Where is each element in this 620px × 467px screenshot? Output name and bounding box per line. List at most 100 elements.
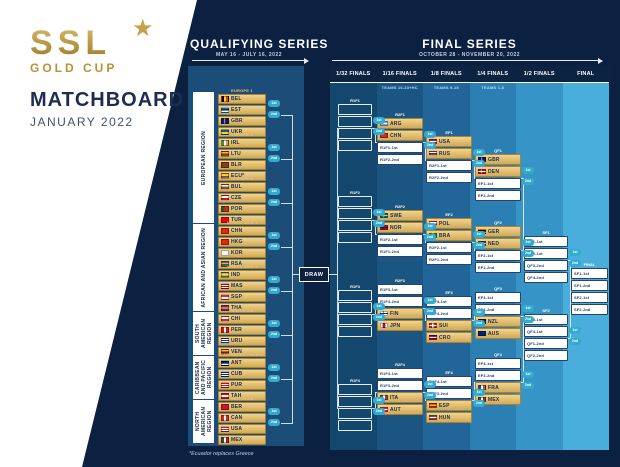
flag-icon	[221, 316, 229, 322]
connector-line	[473, 315, 475, 321]
match-box: QF2 GER NED EF2-1st EF1-2nd	[475, 220, 521, 274]
team-code: BUL	[231, 184, 242, 190]
team-code: ITA	[390, 394, 399, 401]
team-row: ESP	[426, 400, 472, 411]
qualifier-slot-text: R2F2-1st	[429, 245, 447, 250]
team-row: KOR	[218, 248, 266, 258]
team-row: GBR	[218, 116, 266, 126]
connector-line	[281, 291, 292, 292]
team-row: POR	[218, 204, 266, 214]
flag-icon	[429, 322, 437, 329]
region-label: CARIBBEAN AND PACIFIC REGION	[193, 356, 214, 399]
group-label: AFRICA ASIA 1	[226, 220, 258, 225]
empty-slot	[338, 326, 372, 337]
connector-line	[522, 315, 524, 383]
qualifier-slot-text: R2F4-1st	[429, 379, 447, 384]
advance-pill: 1st	[268, 232, 280, 239]
advance-pill: 2nd	[473, 320, 485, 327]
flag-icon	[221, 393, 229, 399]
flag-icon	[478, 168, 486, 175]
qualifier-slot-text: SF1-2nd	[574, 283, 591, 288]
team-code: KOR	[231, 250, 243, 256]
flag-icon	[221, 415, 229, 421]
empty-slot	[338, 140, 372, 151]
team-row: SUI	[426, 320, 472, 331]
match-box-label: EF3	[445, 290, 453, 295]
match-box-label: SF1	[542, 230, 550, 235]
flag-icon	[221, 283, 229, 289]
team-row: FIN	[377, 308, 423, 319]
team-row: CAN	[218, 413, 266, 423]
match-box-label: QF1	[494, 148, 502, 153]
qualifier-slot: EF2-2nd	[475, 190, 521, 201]
connector-line	[281, 335, 292, 336]
match-box-label: EF1	[445, 130, 453, 135]
connector-line	[374, 141, 377, 143]
flag-icon	[478, 330, 486, 337]
connector-line	[374, 307, 376, 315]
match-box: SF2 QF3-1st QF4-1st QF1-2nd QF2-2nd	[524, 308, 568, 362]
qualifier-slot: EF3-1st	[475, 292, 521, 303]
qualifier-slot: QF2-2nd	[524, 350, 568, 361]
advance-pill: 2nd	[373, 408, 385, 415]
qualifier-slot-text: R1F2-1st	[380, 237, 398, 242]
team-code: AUT	[390, 406, 401, 413]
final-series-header: FINAL SERIES OCTOBER 28 - NOVEMBER 20, 2…	[330, 37, 609, 58]
connector-line	[423, 141, 425, 143]
qualifying-group: EUROPE 2 IRL LTU BLR ECU*	[218, 132, 266, 182]
team-code: ARG	[390, 120, 402, 127]
qualifier-slot: R1F1-1st	[377, 142, 423, 153]
qualifier-slot-text: EF1-2nd	[478, 265, 495, 270]
connector-line	[337, 127, 338, 409]
qualifying-group: AFRICA ASIA 1 CHN HKG KOR RSA	[218, 220, 266, 270]
team-code: JPN	[390, 322, 401, 329]
team-code: BLR	[231, 162, 242, 168]
advance-pill: 1st	[522, 167, 534, 174]
team-row: JPN	[377, 320, 423, 331]
match-box: R2F1 ARG CHN R1F1-1st R1F2-2nd	[377, 112, 423, 166]
advance-pill: 1st	[373, 209, 385, 216]
advance-pill: 2nd	[424, 392, 436, 399]
advance-pill: 2nd	[268, 243, 280, 250]
team-code: CZE	[231, 195, 242, 201]
flag-icon	[221, 217, 229, 223]
team-code: GBR	[231, 118, 243, 124]
connector-line	[281, 247, 292, 248]
qualifying-group: EUROPE 3 BUL CZE POR TUR	[218, 176, 266, 226]
connector-line	[374, 391, 377, 393]
qualifier-slot-text: EF4-1st	[478, 361, 494, 366]
flag-icon	[221, 162, 229, 168]
qualifier-slot: QF1-2nd	[524, 338, 568, 349]
team-code: POL	[439, 220, 450, 227]
team-code: IRL	[231, 140, 240, 146]
advance-pill: 2nd	[373, 128, 385, 135]
connector-line	[424, 159, 426, 161]
region-label-text: NORTH AMERICAN REGION	[194, 406, 213, 437]
team-code: CHN	[390, 132, 402, 139]
flag-icon	[221, 151, 229, 157]
team-code: CAN	[231, 415, 243, 421]
team-code: VEN	[231, 349, 242, 355]
team-code: ECU*	[231, 173, 245, 179]
connector-line	[473, 315, 475, 317]
group-label: EUROPE 2	[231, 132, 253, 137]
qualifying-arrow-head-icon	[304, 58, 309, 64]
advance-pill: 2nd	[473, 400, 485, 407]
advance-pill: 1st	[424, 131, 436, 138]
team-code: DEN	[488, 168, 500, 175]
qualifying-group: NORTH AM BER CAN USA MEX	[218, 396, 266, 446]
final-series-dates: OCTOBER 28 - NOVEMBER 20, 2022	[418, 52, 521, 58]
team-code: PUR	[231, 382, 243, 388]
team-row: IRL	[218, 138, 266, 148]
qualifier-slot-text: R2F3-2nd	[429, 391, 449, 396]
team-row: TUR	[218, 215, 266, 225]
advance-pill: 1st	[569, 327, 581, 334]
team-row: EST	[218, 105, 266, 115]
qualifier-slot-text: R2F1-2nd	[429, 257, 449, 262]
team-code: MEX	[231, 437, 243, 443]
connector-line	[424, 399, 426, 401]
connector-line	[473, 249, 475, 251]
match-box: QF1 GBR DEN EF1-1st EF2-2nd	[475, 148, 521, 202]
qualifier-slot-text: EF4-2nd	[478, 307, 495, 312]
team-code: SUI	[439, 322, 448, 329]
